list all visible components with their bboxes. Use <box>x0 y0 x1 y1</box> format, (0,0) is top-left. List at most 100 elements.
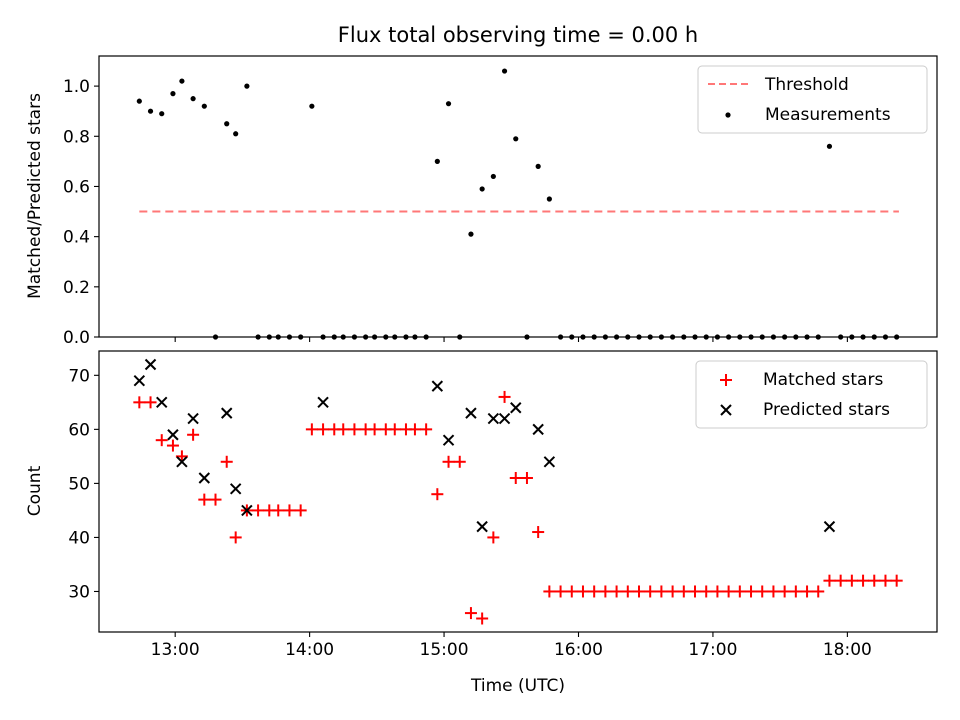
measurement-point <box>479 186 485 192</box>
matched-star-point <box>767 585 780 598</box>
matched-star-point <box>700 585 713 598</box>
ratio-axes-frame <box>98 55 938 338</box>
top-chart-title: Flux total observing time = 0.00 h <box>338 23 698 47</box>
count-x-ticks: 13:00 14:00 15:00 16:00 17:00 18:00 <box>151 632 872 660</box>
matched-star-point <box>543 585 556 598</box>
y-tick-label: 0.4 <box>63 228 90 248</box>
predicted-star-point <box>465 407 477 419</box>
measurement-point <box>224 121 230 127</box>
predicted-star-point <box>532 423 544 436</box>
count-panel: 13:00 14:00 15:00 16:00 17:00 18:00 30 40 50 60 7… <box>25 350 938 696</box>
measurement-point <box>244 83 250 89</box>
y-tick-label: 70 <box>68 366 90 386</box>
measurements-legend-marker <box>725 112 731 118</box>
ratio-y-axis-label: Matched/Predicted stars <box>25 93 45 299</box>
matched-star-point <box>453 455 466 468</box>
matched-star-point <box>565 585 578 598</box>
measurement-point <box>490 173 496 180</box>
measurement-point <box>136 98 142 104</box>
measurement-point <box>170 91 176 97</box>
x-stroke-b <box>487 412 500 425</box>
measurement-point <box>233 131 239 137</box>
matched-star-point <box>532 526 545 539</box>
predicted-star-point <box>176 456 188 468</box>
x-stroke-b <box>543 456 556 468</box>
matched-star-point <box>576 585 589 598</box>
predicted-legend-label: Predicted stars <box>763 400 890 420</box>
matched-star-point <box>198 493 211 506</box>
matched-star-point <box>812 585 825 598</box>
x-tick-label: 18:00 <box>823 640 872 660</box>
ratio-legend-box <box>697 65 928 134</box>
matched-star-point <box>220 455 233 468</box>
x-stroke-b <box>241 504 253 517</box>
count-axes-frame <box>98 350 938 633</box>
matched-star-point <box>666 585 679 598</box>
predicted-star-point <box>133 375 146 387</box>
matched-star-point <box>722 585 735 598</box>
matched-star-point <box>845 574 858 587</box>
predicted-star-point <box>317 396 329 409</box>
count-legend: Matched stars Predicted stars <box>695 360 928 429</box>
measurement-point <box>309 103 315 109</box>
measurement-point <box>546 196 552 202</box>
matched-star-point <box>155 434 168 447</box>
predicted-star-point <box>187 412 199 425</box>
x-tick-label: 15:00 <box>420 640 469 660</box>
matched-star-point <box>689 585 702 598</box>
x-tick-label: 16:00 <box>554 640 603 660</box>
x-stroke-b <box>221 407 233 419</box>
x-stroke-b <box>532 423 544 436</box>
predicted-star-point <box>510 402 522 414</box>
matched-star-point <box>133 396 146 409</box>
matched-star-point <box>823 574 836 587</box>
matched-star-point <box>857 574 870 587</box>
matched-star-point <box>283 504 296 517</box>
matched-star-point <box>610 585 623 598</box>
matched-star-point <box>337 423 350 436</box>
predicted-star-point <box>442 434 455 446</box>
matched-star-point <box>209 493 222 506</box>
predicted-star-point <box>543 456 556 468</box>
measurement-point <box>501 68 508 74</box>
matched-star-point <box>733 585 746 598</box>
matched-star-point <box>272 504 285 517</box>
matched-star-point <box>509 471 522 484</box>
predicted-star-point <box>144 358 157 371</box>
x-stroke-b <box>510 402 522 414</box>
matched-star-point <box>487 531 500 544</box>
matched-star-point <box>778 585 791 598</box>
x-stroke-b <box>465 407 477 419</box>
ratio-y-ticks: 0.0 0.2 0.4 0.6 0.8 1.0 <box>63 77 99 348</box>
measurement-point <box>513 136 519 142</box>
threshold-legend-label: Threshold <box>764 75 849 95</box>
y-tick-label: 40 <box>68 528 90 548</box>
matched-star-point <box>879 574 892 587</box>
predicted-star-point <box>167 429 179 441</box>
matched-star-point <box>305 423 318 436</box>
x-stroke-b <box>498 412 511 425</box>
ratio-x-ticks <box>174 337 848 342</box>
matched-star-point <box>229 531 242 544</box>
predicted-star-point <box>476 520 488 533</box>
matched-star-point <box>348 423 361 436</box>
matched-star-point <box>632 585 645 598</box>
measurements-legend-label: Measurements <box>765 105 891 125</box>
matched-star-point <box>476 612 489 625</box>
predicted-star-point <box>498 412 511 425</box>
x-stroke-b <box>176 456 188 468</box>
x-axis-label: Time (UTC) <box>470 676 565 696</box>
count-legend-box <box>695 360 928 429</box>
matched-star-point <box>520 471 533 484</box>
x-stroke-b <box>156 396 168 409</box>
x-tick-label: 13:00 <box>151 640 200 660</box>
measurement-point <box>535 163 541 169</box>
measurement-point <box>147 108 154 114</box>
x-stroke-b <box>187 412 199 425</box>
measurement-point <box>201 103 207 109</box>
matched-star-point <box>655 585 668 598</box>
matched-star-point <box>442 455 455 468</box>
y-tick-label: 0.2 <box>63 278 90 298</box>
matched-star-point <box>252 504 265 517</box>
matched-star-point <box>554 585 567 598</box>
